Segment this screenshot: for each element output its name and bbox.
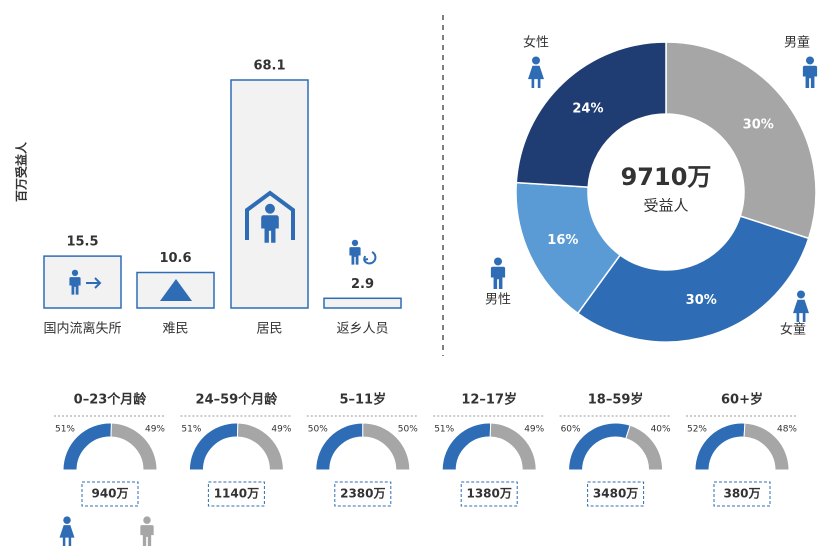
segment-label: 30%	[743, 117, 774, 132]
bar-icon	[363, 251, 377, 265]
value-label: 2.9	[351, 277, 374, 292]
male-pct: 49%	[145, 425, 165, 435]
male-pct: 40%	[651, 425, 671, 435]
bar-icon	[160, 279, 192, 301]
total-box	[587, 481, 645, 507]
total-label: 2380万	[340, 487, 385, 501]
semi-segment	[236, 422, 284, 471]
bar-icon	[245, 190, 295, 240]
male-pct: 49%	[271, 425, 291, 435]
female-pct: 51%	[434, 425, 454, 435]
group-title: 60+岁	[721, 392, 763, 408]
category-label: 难民	[162, 322, 188, 337]
segment-label: 16%	[547, 233, 578, 248]
segment-label: 24%	[572, 101, 603, 116]
group-title: 0–23个月龄	[74, 392, 148, 408]
total-box	[334, 481, 392, 507]
category-label: 男童	[784, 35, 810, 51]
category-label: 女性	[523, 35, 549, 51]
category-label: 居民	[256, 322, 282, 337]
value-label: 10.6	[159, 251, 191, 266]
female-pct: 50%	[308, 425, 328, 435]
female-legend-icon	[59, 516, 75, 546]
group-title: 24–59个月龄	[196, 392, 279, 408]
total-label: 380万	[723, 487, 760, 501]
category-label: 男性	[485, 293, 511, 308]
center-label: 受益人	[643, 197, 688, 215]
bar	[323, 297, 402, 309]
category-icon	[802, 56, 818, 88]
category-icon	[528, 56, 544, 88]
donut-segment	[515, 41, 667, 188]
category-icon	[793, 290, 809, 322]
male-legend-icon	[140, 516, 154, 546]
total-label: 3480万	[593, 487, 638, 501]
total-label: 940万	[91, 487, 128, 501]
bar-icon	[349, 239, 361, 265]
total-box	[81, 481, 139, 507]
center-value: 9710万	[621, 163, 712, 191]
semi-segment	[743, 422, 790, 471]
value-label: 68.1	[253, 59, 285, 74]
semi-segment	[625, 424, 664, 471]
category-label: 女童	[780, 322, 806, 338]
category-label: 国内流离失所	[43, 321, 121, 337]
female-pct: 51%	[181, 425, 201, 435]
y-axis-label: 百万受益人	[14, 141, 29, 202]
male-pct: 48%	[777, 425, 797, 435]
total-box	[207, 481, 265, 507]
total-label: 1380万	[466, 487, 511, 501]
total-box	[460, 481, 518, 507]
donut-segment	[665, 41, 817, 240]
category-icon	[490, 257, 506, 289]
donut-segment	[576, 215, 810, 343]
male-pct: 49%	[524, 425, 544, 435]
group-title: 18–59岁	[588, 392, 644, 408]
group-title: 5–11岁	[339, 392, 386, 408]
semi-segment	[362, 422, 411, 471]
male-pct: 50%	[398, 425, 418, 435]
group-title: 12–17岁	[461, 392, 517, 408]
bar-icon	[86, 277, 102, 289]
semi-segment	[489, 422, 537, 471]
female-pct: 60%	[561, 425, 581, 435]
value-label: 15.5	[66, 235, 98, 250]
segment-label: 30%	[686, 293, 717, 308]
total-box	[713, 481, 771, 507]
female-pct: 52%	[687, 425, 707, 435]
category-label: 返乡人员	[336, 322, 388, 337]
semi-segment	[110, 422, 158, 471]
total-label: 1140万	[214, 487, 259, 501]
bar	[43, 255, 122, 309]
female-pct: 51%	[55, 425, 75, 435]
